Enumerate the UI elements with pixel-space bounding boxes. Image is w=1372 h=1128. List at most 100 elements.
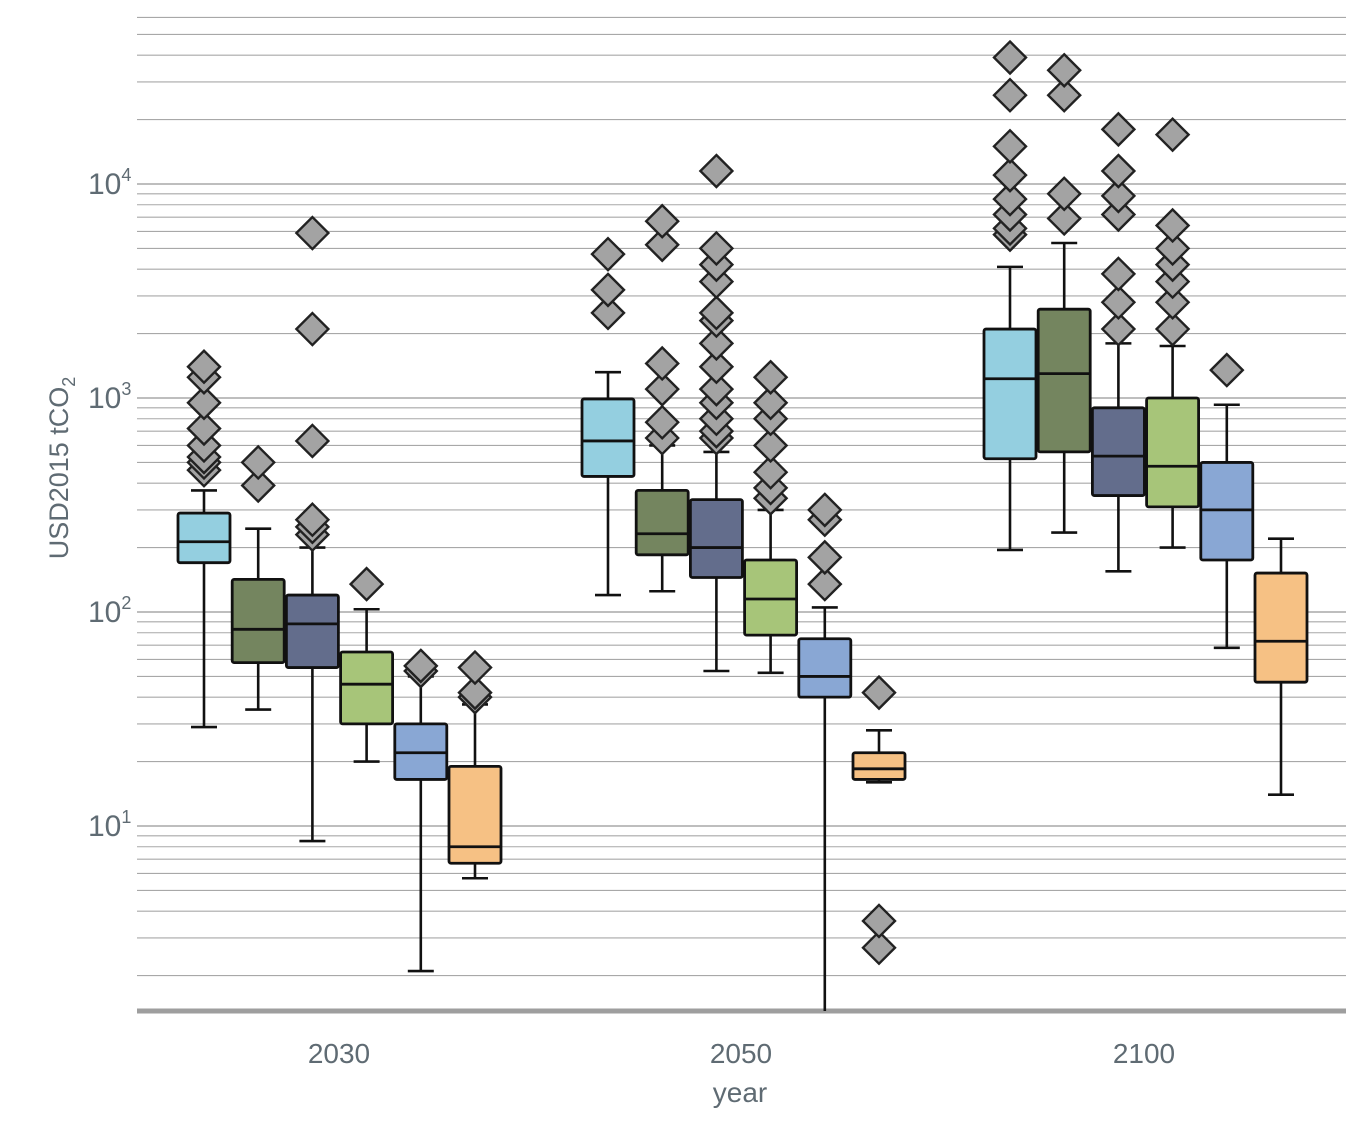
box-2100-series-2: [1036, 52, 1092, 534]
outlier-marker: [1100, 196, 1137, 233]
box-body: [797, 637, 853, 699]
box-2050-series-2: [634, 203, 690, 593]
outlier-marker: [1046, 200, 1082, 237]
outlier-marker: [992, 181, 1028, 217]
outlier-marker: [807, 539, 843, 576]
outlier-marker: [186, 385, 222, 421]
y-tick-exponent: 4: [121, 165, 131, 185]
y-tick-label: 103: [88, 379, 131, 415]
box-2100-series-3: [1091, 111, 1146, 573]
outlier-marker: [992, 77, 1028, 113]
outlier-marker: [861, 929, 897, 966]
y-tick-base: 10: [88, 596, 121, 629]
box-body: [339, 650, 395, 726]
outlier-marker: [752, 427, 789, 464]
box-2100-series-4: [1145, 116, 1200, 549]
outlier-marker: [1100, 153, 1137, 189]
box-body: [1036, 307, 1092, 454]
outlier-marker: [698, 349, 735, 385]
box-body: [447, 764, 503, 865]
box-2050-series-4: [743, 359, 798, 675]
box-body: [689, 498, 744, 579]
outlier-marker: [698, 230, 735, 267]
outlier-marker: [186, 349, 222, 385]
y-tick-base: 10: [88, 382, 121, 415]
outlier-marker: [457, 649, 493, 686]
box-body: [1145, 396, 1200, 509]
outlier-marker: [644, 404, 680, 440]
y-tick-label: 102: [88, 593, 131, 629]
y-axis-label-subscript: 2: [59, 377, 79, 387]
box-2030-series-5: [393, 648, 449, 973]
box-body: [851, 751, 907, 781]
box-body: [230, 578, 286, 665]
outlier-marker: [294, 501, 331, 538]
outlier-marker: [1209, 352, 1245, 388]
outlier-marker: [1154, 311, 1191, 347]
outlier-marker: [590, 236, 626, 272]
y-tick-exponent: 2: [121, 593, 131, 613]
box-body: [743, 558, 798, 637]
outlier-marker: [861, 903, 897, 939]
box-2030-series-3: [284, 215, 340, 843]
box-2050-series-5: [797, 492, 853, 1011]
y-tick-exponent: 3: [121, 379, 131, 399]
outlier-marker: [1154, 116, 1191, 153]
box-2100-series-1: [982, 39, 1038, 552]
outlier-marker: [698, 295, 735, 331]
outlier-marker: [807, 566, 843, 602]
outlier-marker: [240, 444, 276, 481]
box-2050-series-1: [580, 236, 636, 597]
box-2100-series-5: [1199, 352, 1255, 650]
outlier-marker: [294, 311, 331, 347]
outlier-marker: [1154, 207, 1191, 244]
outlier-marker: [644, 203, 680, 239]
outlier-marker: [1046, 77, 1082, 113]
box-2100-series-6: [1253, 537, 1309, 797]
box-groups: [176, 39, 1309, 1011]
x-axis-label: year: [713, 1077, 767, 1108]
outlier-marker: [1046, 176, 1082, 212]
outlier-marker: [861, 674, 897, 711]
outlier-marker: [294, 215, 331, 251]
outlier-marker: [644, 345, 680, 382]
box-body: [982, 327, 1038, 461]
x-tick-label-2030: 2030: [308, 1038, 370, 1069]
outlier-marker: [1154, 230, 1191, 267]
outlier-marker: [457, 674, 493, 711]
box-body: [1253, 571, 1309, 684]
box-2030-series-6: [447, 649, 503, 880]
box-2050-series-6: [851, 674, 907, 966]
y-tick-exponent: 1: [121, 807, 131, 827]
x-tick-label-2050: 2050: [710, 1038, 772, 1069]
outlier-marker: [1100, 311, 1137, 347]
outlier-marker: [698, 153, 735, 189]
box-group-2030: [176, 215, 503, 973]
y-tick-base: 10: [88, 810, 121, 843]
outlier-marker: [807, 492, 843, 528]
y-axis-label: USD2015 tCO2: [44, 377, 79, 560]
outlier-marker: [1100, 284, 1137, 321]
outlier-marker: [644, 371, 680, 407]
outlier-marker: [1100, 256, 1137, 292]
box-group-2050: [580, 153, 907, 1011]
box-body: [176, 511, 232, 565]
y-tick-label: 104: [88, 165, 131, 201]
outlier-marker: [1154, 284, 1191, 321]
box-body: [580, 397, 636, 478]
outlier-marker: [403, 648, 439, 684]
outlier-marker: [752, 359, 789, 395]
outlier-marker: [752, 385, 789, 421]
outlier-marker: [644, 227, 680, 263]
outlier-marker: [992, 128, 1028, 165]
box-body: [1091, 406, 1146, 497]
y-axis-label-text: USD2015 tCO: [44, 387, 74, 560]
outlier-marker: [186, 410, 222, 447]
box-2030-series-2: [230, 444, 286, 711]
outlier-marker: [698, 325, 735, 362]
outlier-marker: [992, 39, 1028, 76]
box-2050-series-3: [689, 153, 744, 673]
outlier-marker: [1100, 111, 1137, 148]
